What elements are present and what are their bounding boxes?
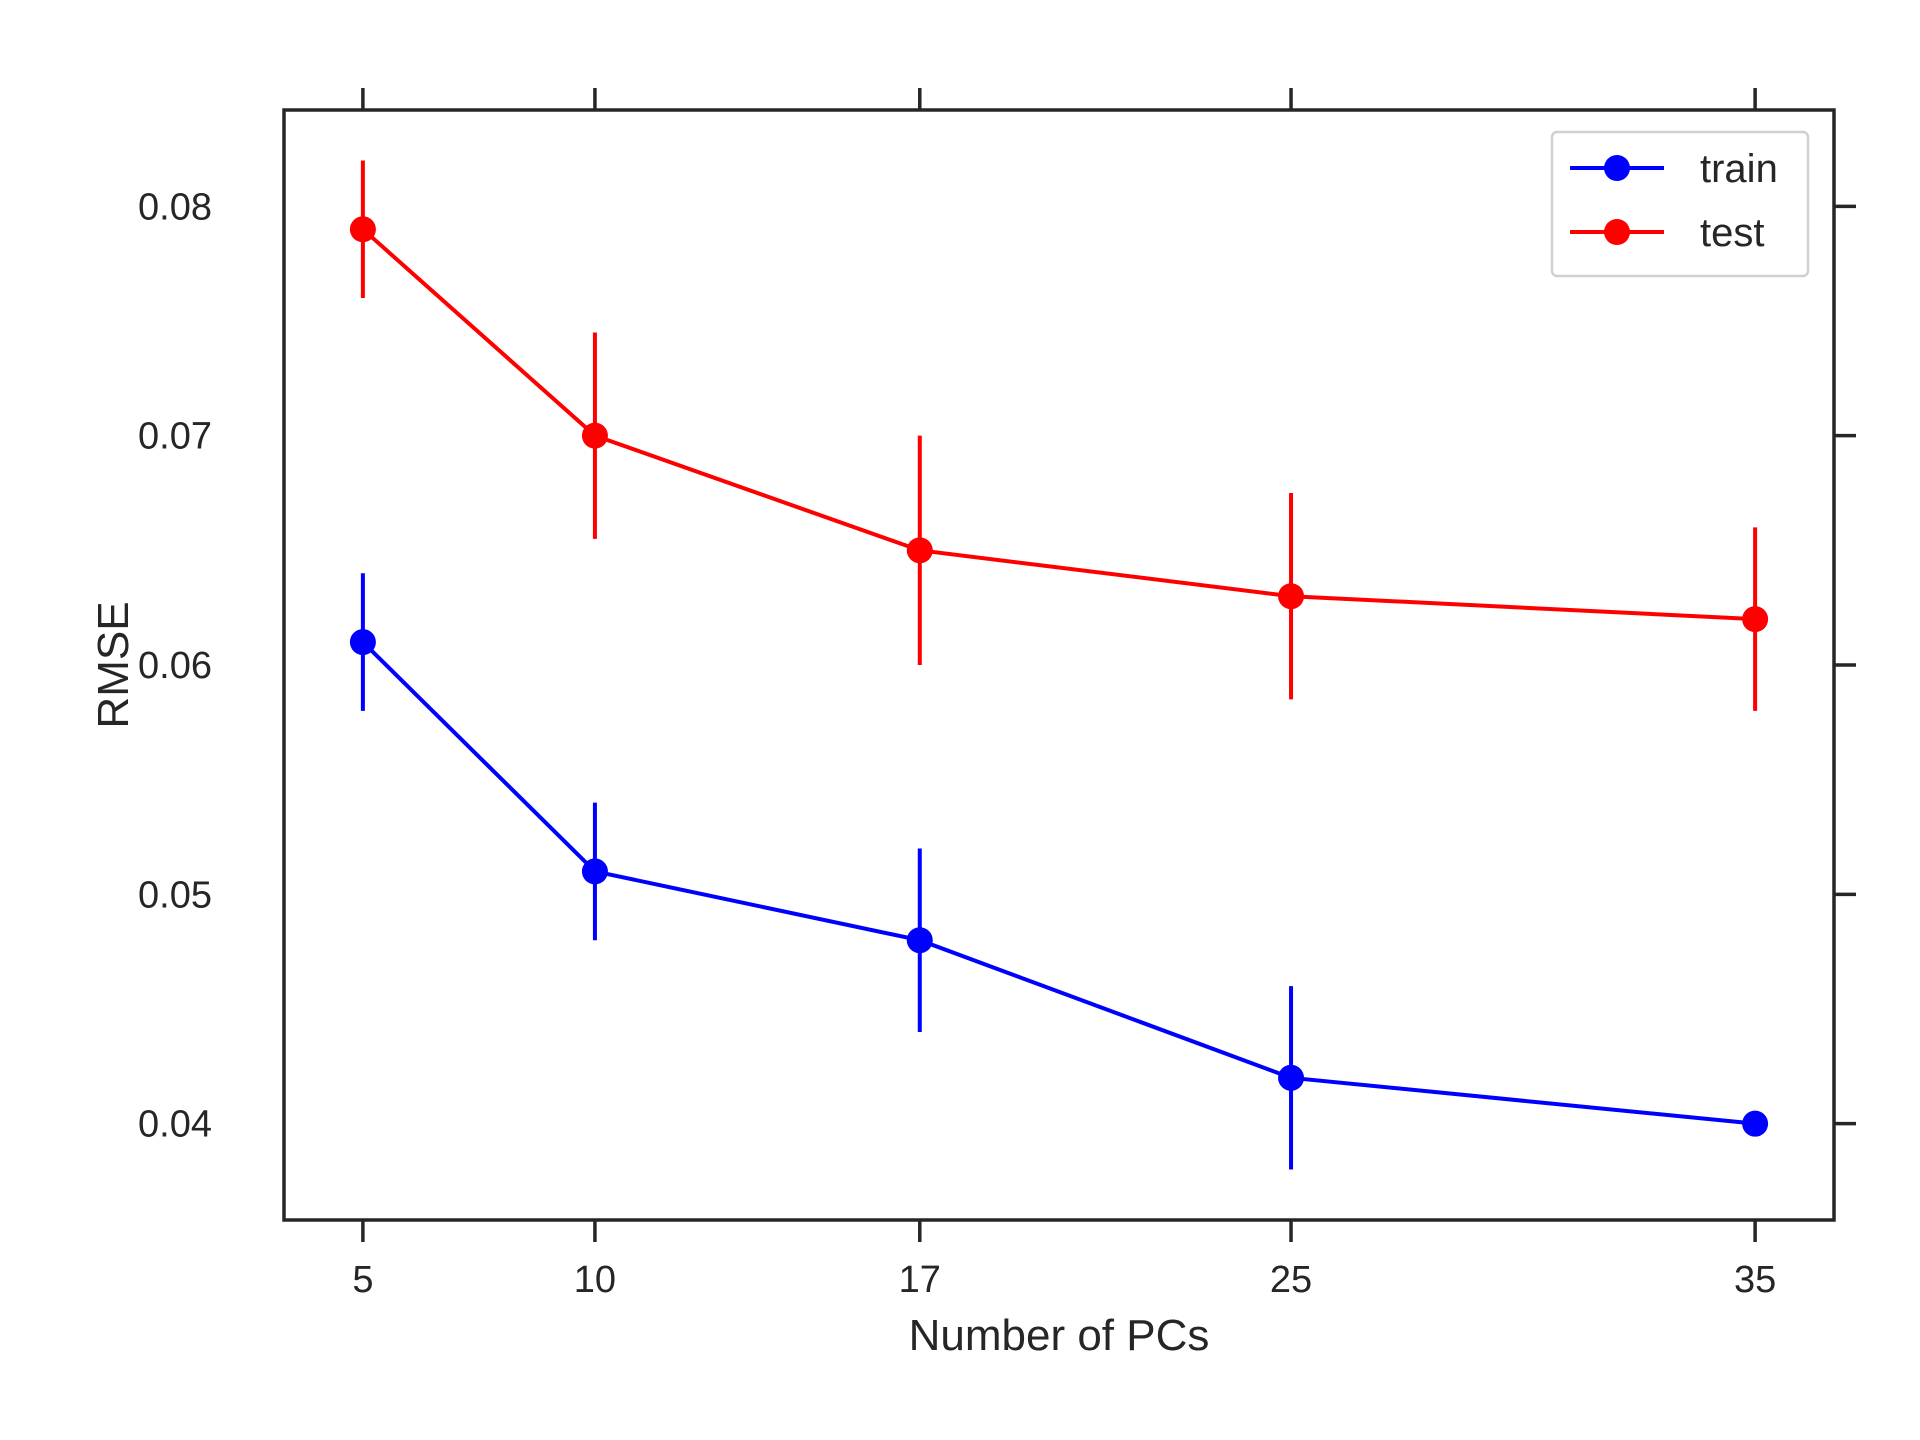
legend-train-label: train [1700,147,1778,191]
data-point-test [906,537,933,564]
x-tick-label: 35 [1734,1259,1776,1301]
y-tick-label: 0.08 [138,186,212,228]
legend-test-marker [1604,219,1630,245]
data-point-test [1742,606,1769,633]
data-point-train [349,629,376,656]
data-point-test [349,216,376,243]
plot-area [349,160,1769,1170]
y-tick-label: 0.05 [138,874,212,916]
data-point-test [581,422,608,449]
x-tick-label: 25 [1270,1259,1312,1301]
data-point-train [581,858,608,885]
data-point-test [1278,583,1305,610]
y-tick-label: 0.06 [138,645,212,687]
x-tick-label: 17 [899,1259,941,1301]
y-tick-label: 0.07 [138,416,212,458]
y-tick-label: 0.04 [138,1104,212,1146]
data-point-train [906,927,933,954]
series-test [349,160,1769,711]
x-axis-label: Number of PCs [909,1311,1210,1360]
data-point-train [1742,1110,1769,1137]
series-line-train [361,640,1756,1126]
axis-ticks: 5 10 17 25 35 0.04 0.05 0.06 0.07 0.08 [138,88,1856,1301]
x-tick-label: 10 [574,1259,616,1301]
y-axis-label: RMSE [89,601,138,728]
series-line-test [361,227,1756,622]
legend-test-label: test [1700,211,1764,255]
series-train [349,573,1769,1170]
legend-train-marker [1604,155,1630,181]
data-point-train [1278,1064,1305,1091]
legend: train test [1550,130,1810,278]
x-tick-label: 5 [352,1259,373,1301]
